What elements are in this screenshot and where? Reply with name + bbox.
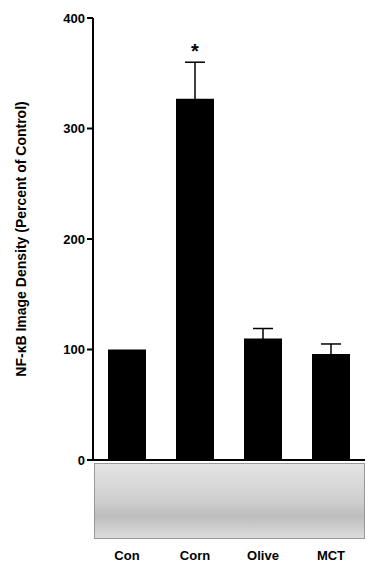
svg-text:100: 100 — [63, 342, 85, 357]
svg-text:MCT: MCT — [317, 548, 345, 563]
svg-text:Corn: Corn — [180, 548, 210, 563]
svg-text:300: 300 — [63, 121, 85, 136]
svg-text:0: 0 — [78, 453, 85, 468]
svg-text:*: * — [191, 40, 199, 62]
svg-text:Olive: Olive — [247, 548, 279, 563]
svg-text:400: 400 — [63, 11, 85, 26]
svg-text:200: 200 — [63, 232, 85, 247]
svg-text:Con: Con — [114, 548, 139, 563]
svg-text:NF-κB Image Density (Percent o: NF-κB Image Density (Percent of Control) — [13, 101, 29, 376]
